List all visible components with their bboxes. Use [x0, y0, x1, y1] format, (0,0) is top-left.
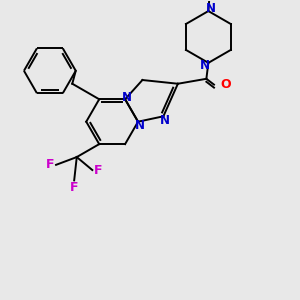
Text: F: F [94, 164, 103, 176]
Text: F: F [46, 158, 54, 171]
Text: N: N [200, 59, 210, 72]
Text: O: O [220, 78, 231, 91]
Text: N: N [135, 119, 145, 132]
Text: N: N [206, 2, 216, 15]
Text: F: F [70, 181, 78, 194]
Text: N: N [122, 91, 132, 104]
Text: N: N [160, 114, 170, 127]
